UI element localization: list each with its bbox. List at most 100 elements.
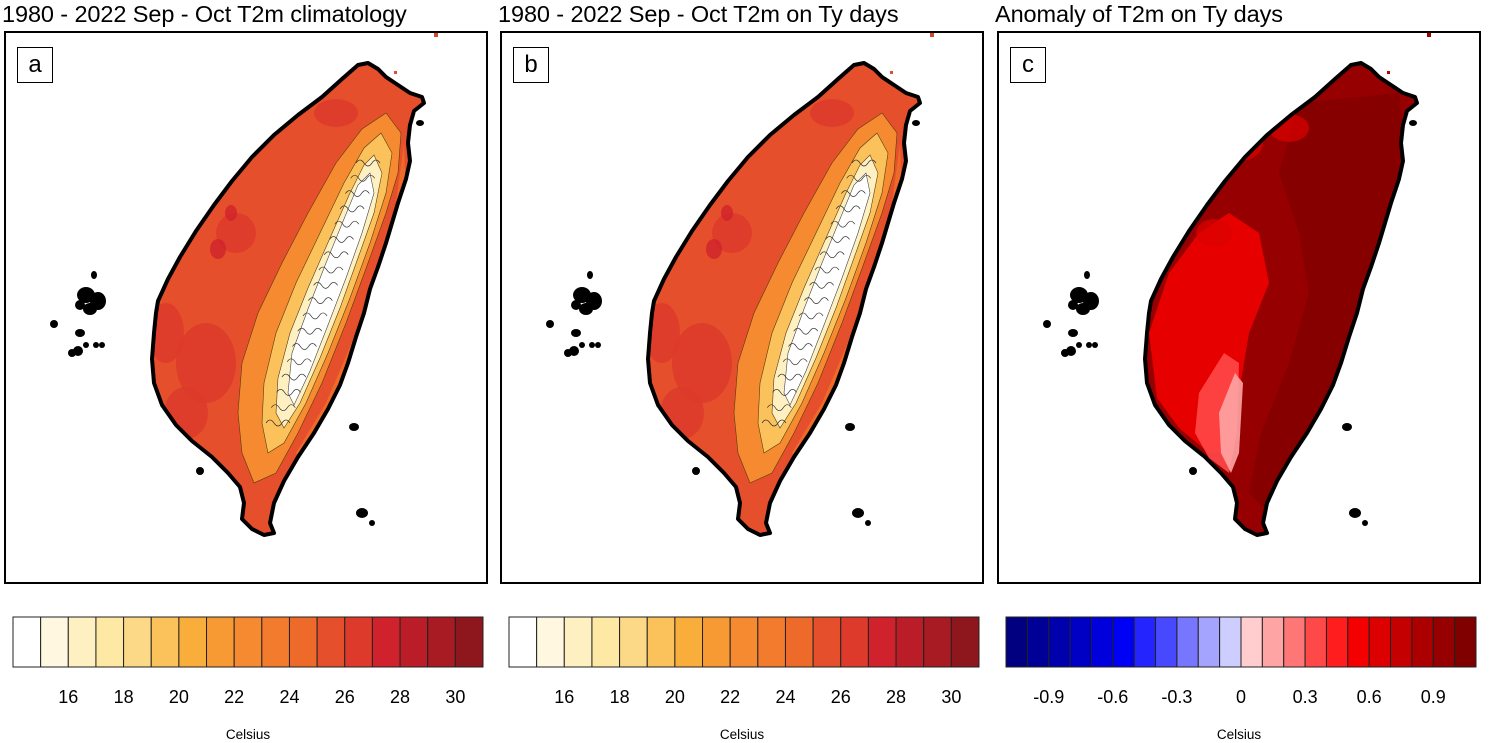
contour-line xyxy=(318,266,344,274)
contour-line xyxy=(302,312,328,320)
contour-line xyxy=(281,373,307,381)
contour-line xyxy=(345,190,370,197)
colorbar-swatch xyxy=(1005,616,1028,668)
panel-label: b xyxy=(513,47,549,83)
colorbar-tick-label: 0.3 xyxy=(1293,687,1318,707)
contour-line xyxy=(339,205,365,213)
colorbar-swatch xyxy=(1368,616,1392,668)
colorbar-tick-label: -0.6 xyxy=(1097,687,1128,707)
anomaly-patch xyxy=(1215,125,1263,161)
colorbar-tick-label: 28 xyxy=(886,687,906,707)
island xyxy=(579,342,585,348)
island xyxy=(369,520,375,526)
map-frame: c xyxy=(997,31,1481,584)
island xyxy=(1409,120,1417,126)
summit-zone xyxy=(783,172,871,406)
colorbar-swatch xyxy=(1390,616,1413,668)
colorbar-swatch xyxy=(757,616,786,668)
colorbar-tick-label: -0.9 xyxy=(1033,687,1064,707)
edge-pixel xyxy=(1427,33,1431,37)
contour-line xyxy=(814,266,840,274)
colorbar-swatch xyxy=(1176,616,1199,668)
colorbar-swatch xyxy=(40,616,69,668)
contour-line xyxy=(276,389,301,396)
colorbar-swatch xyxy=(316,616,346,668)
colorbar-swatch xyxy=(233,616,263,668)
island xyxy=(692,467,700,475)
colorbar-swatch xyxy=(1454,616,1477,668)
colorbar-swatch xyxy=(840,616,869,668)
island xyxy=(546,320,554,328)
island xyxy=(50,320,58,328)
contour-line xyxy=(772,389,797,396)
colorbar-swatch xyxy=(867,616,897,668)
colorbar-swatch xyxy=(1069,616,1092,668)
anomaly-patch xyxy=(1196,219,1232,247)
colorbar-unit-label: Celsius xyxy=(225,727,271,742)
colorbar-swatch xyxy=(702,616,731,668)
contour-line xyxy=(793,327,819,335)
colorbar-swatch xyxy=(12,616,42,668)
panel-title: Anomaly of T2m on Ty days xyxy=(995,1,1283,27)
colorbar-swatch xyxy=(1261,616,1285,668)
colorbar-tick-label: 16 xyxy=(58,687,78,707)
colorbar-tick-label: 18 xyxy=(610,687,630,707)
contour-line xyxy=(761,419,787,427)
colorbar-swatch xyxy=(150,616,180,668)
contour-line xyxy=(819,251,845,259)
island xyxy=(852,508,864,518)
colorbar-swatch xyxy=(454,616,484,668)
taiwan-map xyxy=(50,33,438,537)
contour-line xyxy=(323,251,349,259)
colorbar-tick-label: 0.9 xyxy=(1421,687,1446,707)
contour-line xyxy=(825,236,850,243)
island xyxy=(416,120,424,126)
warm-zone xyxy=(712,213,752,253)
taiwan-map xyxy=(1043,33,1431,537)
contour-line xyxy=(265,419,291,427)
colorbar-swatch xyxy=(1304,616,1327,668)
strong-anomaly-zone xyxy=(1249,93,1409,513)
contour-line xyxy=(846,174,871,182)
island xyxy=(1076,303,1090,315)
colorbar-swatch xyxy=(784,616,814,668)
colorbar-tick-label: 28 xyxy=(390,687,410,707)
edge-pixel xyxy=(434,33,438,37)
panel-title: 1980 - 2022 Sep - Oct T2m on Ty days xyxy=(498,1,899,27)
colorbar-tick-label: 20 xyxy=(665,687,685,707)
panel-label: c xyxy=(1010,47,1046,83)
warm-zone xyxy=(164,387,208,439)
colorbar-swatch xyxy=(591,616,621,668)
colorbar-swatch xyxy=(1432,616,1456,668)
colorbar-tick-label: 24 xyxy=(279,687,299,707)
island xyxy=(1189,467,1197,475)
colorbar-swatch xyxy=(371,616,401,668)
island xyxy=(564,349,572,357)
island xyxy=(1061,349,1069,357)
colorbar-swatch xyxy=(288,616,318,668)
contour-line xyxy=(830,220,856,228)
contour-line xyxy=(809,282,834,289)
contour-line xyxy=(329,236,354,243)
island xyxy=(99,342,105,348)
island xyxy=(93,342,99,348)
island xyxy=(83,342,89,348)
island xyxy=(845,423,855,431)
colorbar-swatch xyxy=(619,616,648,668)
island xyxy=(1092,342,1098,348)
colorbar-swatch xyxy=(1347,616,1370,668)
colorbar: -0.9 -0.6 -0.3 0 0.3 0.6 0.9 xyxy=(1005,616,1477,707)
colorbar-swatch xyxy=(536,616,565,668)
island xyxy=(1342,423,1352,431)
colorbar-swatch xyxy=(1197,616,1221,668)
panel-a: 1980 - 2022 Sep - Oct T2m climatology a … xyxy=(0,0,495,743)
island xyxy=(1349,508,1361,518)
colorbar-swatch xyxy=(508,616,538,668)
colorbar-swatch xyxy=(895,616,925,668)
island xyxy=(595,342,601,348)
colorbar-swatch xyxy=(427,616,456,668)
colorbar-tick-label: 16 xyxy=(554,687,574,707)
contour-line xyxy=(292,343,317,350)
contour-line xyxy=(308,297,333,304)
island xyxy=(91,271,97,279)
